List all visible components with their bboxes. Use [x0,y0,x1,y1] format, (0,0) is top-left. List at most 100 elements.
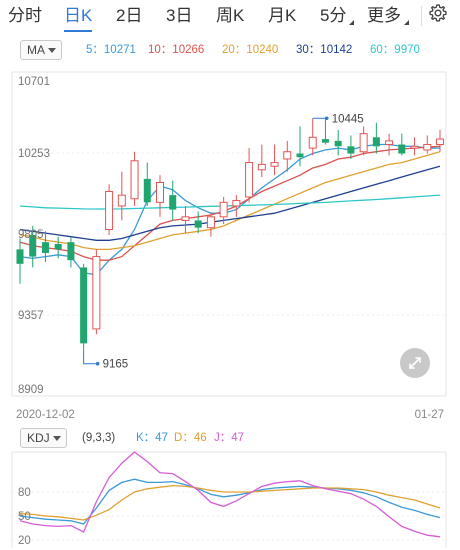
tab-label: 日K [64,6,93,25]
tab-intraday[interactable]: 分时 [8,4,42,28]
ma20-line [19,151,441,251]
chevron-down-icon [48,48,56,53]
candle [16,238,24,284]
kdj-k-legend: K：47 [136,432,168,444]
candle [372,122,380,154]
candle [436,130,444,152]
chart-grid [11,71,447,397]
ma-indicator-selector[interactable]: MA [20,40,62,60]
kdj-grid [11,451,447,548]
gear-icon[interactable] [428,3,448,23]
tab-monthly-k[interactable]: 月K [268,4,296,28]
candle [194,211,202,234]
candle-body [308,136,317,149]
candle-body [436,138,444,146]
candle-body [143,178,151,203]
candle-body [321,139,329,143]
candle-body [54,243,62,250]
kdj-y-tick-label: 50 [18,511,31,523]
chevron-down-icon [52,436,61,441]
dropdown-corner-icon [404,20,409,25]
annotation-leader [83,349,98,365]
candle [257,144,266,178]
x-axis-end-label: 01-27 [415,409,444,421]
tab-5-min[interactable]: 5分 [320,4,346,28]
kdj-y-tick-label: 20 [18,535,31,547]
kdj-params: (9,3,3) [82,432,116,444]
ma30-line [19,165,441,241]
tab-label: 5分 [320,6,347,25]
ma60-line [19,194,441,210]
candle [308,118,317,156]
kdj-chart[interactable]: 80 50 20 [0,448,460,550]
y-tick-label: 9805 [18,229,44,241]
kdj-j-legend: J：47 [214,432,245,444]
candle [156,175,164,217]
candle [321,119,329,145]
tab-label: 分时 [8,6,42,25]
kdj-k-line [19,478,441,525]
candle [54,236,62,259]
candle-body [347,146,355,154]
candle [41,231,49,263]
candlestick-chart[interactable]: 10445 9165 10701 10253 9805 9357 8909 2020-12… [0,60,460,428]
candle-body [80,267,88,344]
dropdown-corner-icon [349,20,354,25]
tab-2-day[interactable]: 2日 [116,4,142,28]
moving-average-lines [19,143,441,276]
candle [245,148,254,203]
y-tick-label: 9357 [18,310,44,322]
kdj-selector-label: KDJ [27,431,50,445]
tab-weekly-k[interactable]: 周K [216,4,244,28]
kdj-indicator-selector[interactable]: KDJ [20,428,67,448]
annotation-dot [95,361,100,366]
ma20-legend: 20：10240 [222,44,279,56]
candle [296,126,304,167]
candle-body [423,144,432,151]
price-annotations: 10445 9165 [83,113,364,371]
candle-body [169,195,177,210]
annotation-label: 10445 [332,113,364,125]
candle [219,196,228,225]
candle [359,126,368,156]
kdj-lines [19,451,441,538]
y-tick-label: 8909 [18,384,44,396]
candle-body [16,249,24,264]
candle [80,263,88,350]
candle-body [385,140,394,146]
tab-3-day[interactable]: 3日 [166,4,192,28]
candle-body [410,145,419,149]
candle [143,162,151,206]
x-axis-start-label: 2020-12-02 [16,409,75,421]
kdj-d-legend: D：46 [174,432,207,444]
candle [385,133,394,156]
candle-body [283,151,292,160]
candle [67,236,75,268]
divider [421,6,422,26]
candle-body [372,137,380,147]
ma5-legend: 5：10271 [86,44,136,56]
candle-body [194,220,202,228]
active-tab-indicator [64,30,93,32]
candle [398,133,406,156]
ma-legend-row: MA 5：10271 10：10266 20：10240 30：10142 60… [0,40,460,60]
ma30-legend: 30：10142 [296,44,353,56]
tab-more[interactable]: 更多 [367,4,401,28]
tab-daily-k[interactable]: 日K [64,4,93,32]
price-annotation: 9165 [83,349,129,371]
candle-body [181,216,190,221]
candle-body [232,200,241,207]
candle-body [67,242,75,261]
candle-body [156,181,164,203]
tab-label: 月K [268,6,297,25]
kdj-y-tick-label: 80 [18,487,31,499]
kdj-legend-row: KDJ (9,3,3) K：47 D：46 J：47 [0,428,460,448]
annotation-label: 9165 [103,359,129,371]
fullscreen-button[interactable] [400,348,430,378]
candle-body [206,216,215,229]
candle-body [29,234,37,257]
y-tick-label: 10253 [18,148,50,160]
y-tick-label: 10701 [18,76,50,88]
candle-body [296,153,304,158]
ma5-line [19,143,440,276]
